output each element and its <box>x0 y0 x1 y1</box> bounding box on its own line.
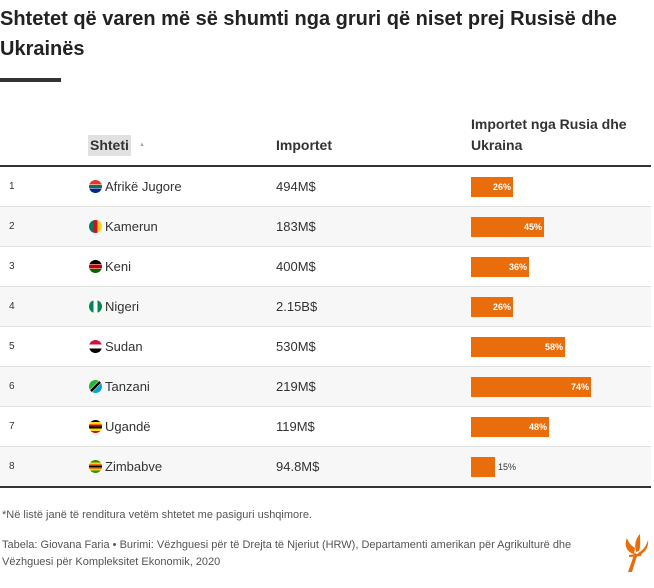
row-imports: 494M$ <box>276 179 316 194</box>
data-table: Shteti ▲ Importet Importet nga Rusia dhe… <box>0 108 651 488</box>
row-imports: 400M$ <box>276 259 316 274</box>
sort-arrow-icon[interactable]: ▲ <box>139 142 145 148</box>
row-rank: 3 <box>9 261 15 272</box>
row-share-bar: 45% <box>471 217 646 237</box>
row-imports: 530M$ <box>276 339 316 354</box>
row-share-bar: 26% <box>471 177 646 197</box>
share-bar-label: 58% <box>544 342 563 352</box>
row-rank: 6 <box>9 381 15 392</box>
row-rank: 5 <box>9 341 15 352</box>
share-bar-fill <box>471 257 529 277</box>
table-header: Shteti ▲ Importet Importet nga Rusia dhe… <box>0 108 651 167</box>
row-country: Zimbabve <box>89 447 162 486</box>
share-bar-fill <box>471 217 544 237</box>
row-imports: 219M$ <box>276 379 316 394</box>
share-bar-fill <box>471 177 513 197</box>
share-bar-label: 74% <box>570 382 589 392</box>
south-africa-flag-icon <box>89 180 102 193</box>
row-country: Nigeri <box>89 287 139 326</box>
column-header-country[interactable]: Shteti <box>88 135 131 156</box>
source-credit: Tabela: Giovana Faria • Burimi: Vëzhgues… <box>2 539 572 568</box>
share-bar-fill <box>471 337 565 357</box>
page-title: Shtetet që varen më së shumti nga gruri … <box>0 8 617 60</box>
share-bar-fill <box>471 457 495 477</box>
row-imports: 2.15B$ <box>276 299 318 314</box>
share-bar-label: 26% <box>492 182 511 192</box>
row-rank: 7 <box>9 421 15 432</box>
share-bar-label: 36% <box>508 262 527 272</box>
cameroon-flag-icon <box>89 220 102 233</box>
share-bar-fill <box>471 297 513 317</box>
table-body: 1 Afrikë Jugore 494M$ 26% 2 Kamerun 183M$ 45% 3 K… <box>0 167 651 488</box>
row-country: Sudan <box>89 327 143 366</box>
row-rank: 8 <box>9 461 15 472</box>
share-bar-label: 45% <box>523 222 542 232</box>
row-country-name: Tanzani <box>105 379 150 394</box>
uganda-flag-icon <box>89 420 102 433</box>
share-bar-label: 48% <box>528 422 547 432</box>
share-bar-label: 26% <box>492 302 511 312</box>
kenya-flag-icon <box>89 260 102 273</box>
row-share-bar: 36% <box>471 257 646 277</box>
nigeria-flag-icon <box>89 300 102 313</box>
row-imports: 119M$ <box>276 419 315 434</box>
row-rank: 4 <box>9 301 15 312</box>
share-bar-fill <box>471 417 549 437</box>
row-share-bar: 58% <box>471 337 646 357</box>
row-country: Tanzani <box>89 367 150 406</box>
footnote: *Në listë janë të renditura vetëm shtete… <box>2 509 312 521</box>
row-country-name: Ugandë <box>105 419 151 434</box>
row-country: Afrikë Jugore <box>89 167 182 206</box>
row-imports: 183M$ <box>276 219 316 234</box>
table-row: 3 Keni 400M$ 36% <box>0 247 651 287</box>
row-share-bar: 15% <box>471 457 646 477</box>
row-share-bar: 74% <box>471 377 646 397</box>
table-row: 6 Tanzani 219M$ 74% <box>0 367 651 407</box>
row-country-name: Kamerun <box>105 219 158 234</box>
rferl-torch-logo-icon <box>625 534 649 572</box>
row-imports: 94.8M$ <box>276 459 320 474</box>
row-country: Ugandë <box>89 407 151 446</box>
table-row: 8 Zimbabve 94.8M$ 15% <box>0 447 651 488</box>
row-country: Kamerun <box>89 207 158 246</box>
row-country: Keni <box>89 247 131 286</box>
column-header-share[interactable]: Importet nga Rusia dhe Ukraina <box>471 116 627 153</box>
tanzania-flag-icon <box>89 380 102 393</box>
column-header-imports[interactable]: Importet <box>276 137 332 153</box>
row-rank: 2 <box>9 221 15 232</box>
sudan-flag-icon <box>89 340 102 353</box>
table-row: 2 Kamerun 183M$ 45% <box>0 207 651 247</box>
table-row: 4 Nigeri 2.15B$ 26% <box>0 287 651 327</box>
table-row: 7 Ugandë 119M$ 48% <box>0 407 651 447</box>
row-share-bar: 26% <box>471 297 646 317</box>
share-bar-label: 15% <box>498 462 517 472</box>
row-country-name: Sudan <box>105 339 143 354</box>
share-bar-fill <box>471 377 591 397</box>
title-underline <box>0 78 61 82</box>
row-country-name: Nigeri <box>105 299 139 314</box>
row-country-name: Zimbabve <box>105 459 163 474</box>
row-share-bar: 48% <box>471 417 646 437</box>
row-country-name: Afrikë Jugore <box>105 179 182 194</box>
row-rank: 1 <box>9 181 15 192</box>
table-row: 1 Afrikë Jugore 494M$ 26% <box>0 167 651 207</box>
table-row: 5 Sudan 530M$ 58% <box>0 327 651 367</box>
row-country-name: Keni <box>105 259 132 274</box>
zimbabwe-flag-icon <box>89 460 102 473</box>
